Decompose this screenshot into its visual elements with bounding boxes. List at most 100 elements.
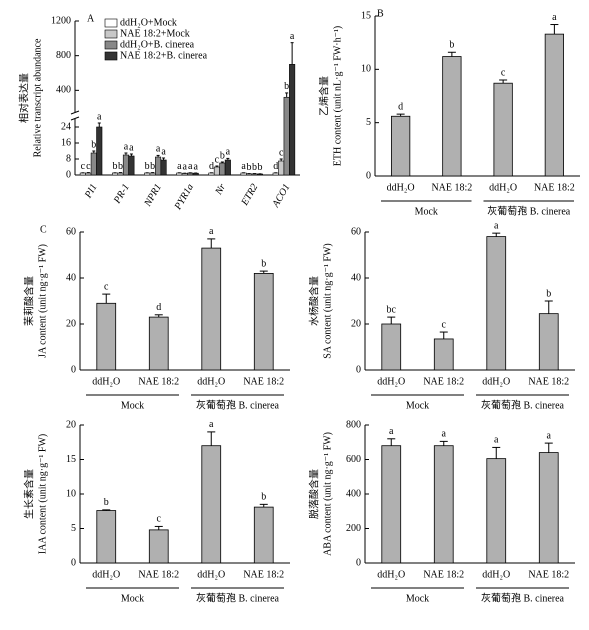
bar xyxy=(253,272,274,371)
panel-label: B xyxy=(377,8,384,19)
bar xyxy=(442,56,462,177)
bar xyxy=(544,33,565,177)
bar xyxy=(224,159,231,176)
significance-label: a xyxy=(290,31,295,42)
legend-label: NAE 18:2+B. cinerea xyxy=(120,50,208,61)
bar xyxy=(278,160,285,176)
x-tick-label: NAE 18:2 xyxy=(528,569,569,580)
significance-label: b xyxy=(252,162,257,173)
significance-label: c xyxy=(86,161,91,172)
significance-label: a xyxy=(442,429,447,440)
y-tick-label: 5 xyxy=(71,523,76,534)
bar xyxy=(486,458,507,564)
significance-label: a xyxy=(193,161,198,172)
x-tick-label: NAE 18:2 xyxy=(431,182,472,193)
significance-label: b xyxy=(247,162,252,173)
significance-label: d xyxy=(398,101,403,112)
y-axis-label: IAA content (unit ng·g⁻¹ FW) xyxy=(37,434,48,554)
y-tick-label: 0 xyxy=(356,364,361,375)
x-tick-label: ddH₂O xyxy=(387,182,415,193)
significance-label: a xyxy=(183,161,188,172)
bar xyxy=(381,323,402,371)
bar xyxy=(213,166,220,176)
significance-label: b xyxy=(261,492,266,503)
x-tick-label: ddH₂O xyxy=(377,569,405,580)
x-tick-label: NAE 18:2 xyxy=(528,376,569,387)
legend-swatch xyxy=(104,40,118,50)
x-tick-label: ddH₂O xyxy=(197,376,225,387)
bar xyxy=(201,247,222,371)
significance-label: a xyxy=(552,12,557,23)
x-tick-label: ddH₂O xyxy=(197,569,225,580)
x-tick-label: NAE 18:2 xyxy=(243,569,284,580)
y-tick-label: 40 xyxy=(66,272,76,283)
significance-label: c xyxy=(279,147,284,158)
y-tick-label: 20 xyxy=(66,318,76,329)
significance-label: b xyxy=(113,161,118,172)
x-tick-label: PR-1 xyxy=(112,182,132,206)
bar xyxy=(538,452,559,564)
y-tick-label: 15 xyxy=(66,454,76,465)
y-tick-label: 60 xyxy=(351,226,361,237)
significance-label: a xyxy=(188,161,193,172)
bar xyxy=(486,236,507,371)
bar xyxy=(117,172,124,176)
y-tick-label: 16 xyxy=(61,137,71,148)
bar xyxy=(90,152,97,176)
bar xyxy=(155,156,162,176)
y-tick-label: 40 xyxy=(351,272,361,283)
significance-label: a xyxy=(209,226,214,237)
y-axis-label-zh: 生长素含量 xyxy=(22,469,35,519)
significance-label: a xyxy=(97,111,102,122)
x-tick-label: ddH₂O xyxy=(92,376,120,387)
significance-label: d xyxy=(156,302,161,313)
group-label: Mock xyxy=(121,400,144,411)
legend-swatch xyxy=(104,18,118,28)
axis-break xyxy=(70,110,80,115)
bar xyxy=(283,96,290,176)
legend-label: NAE 18:2+Mock xyxy=(120,28,190,39)
significance-label: a xyxy=(226,147,231,158)
significance-label: d xyxy=(273,161,278,172)
significance-label: a xyxy=(494,220,499,231)
bar xyxy=(148,316,169,371)
bar xyxy=(128,155,135,176)
y-tick-label: 0 xyxy=(66,169,71,180)
y-tick-label: 10 xyxy=(361,64,371,75)
bar xyxy=(538,313,559,371)
bar xyxy=(122,154,129,176)
significance-label: b xyxy=(261,258,266,269)
significance-label: b xyxy=(118,161,123,172)
y-tick-label: 60 xyxy=(66,226,76,237)
significance-label: c xyxy=(442,319,447,330)
bar xyxy=(253,506,274,564)
significance-label: b xyxy=(91,139,96,150)
panel-label: A xyxy=(87,13,95,24)
significance-label: a xyxy=(156,144,161,155)
axis-break xyxy=(70,116,80,121)
y-tick-label: 800 xyxy=(56,50,71,61)
y-axis-label-zh: 相对表达量 xyxy=(17,73,30,123)
significance-label: a xyxy=(209,419,214,430)
significance-label: b xyxy=(449,40,454,51)
bar xyxy=(160,159,167,176)
y-tick-label: 10 xyxy=(66,488,76,499)
significance-label: c xyxy=(157,514,162,525)
bar xyxy=(96,126,103,176)
x-tick-label: Nr xyxy=(213,182,228,198)
x-tick-label: ddH₂O xyxy=(92,569,120,580)
significance-label: b xyxy=(546,288,551,299)
y-axis-label-zh: 茉莉酸含量 xyxy=(22,276,35,326)
significance-label: a xyxy=(177,161,182,172)
bar xyxy=(96,510,117,564)
x-tick-label: NAE 18:2 xyxy=(138,569,179,580)
panel-label: C xyxy=(40,224,47,235)
legend-swatch xyxy=(104,51,118,61)
y-tick-label: 600 xyxy=(346,454,361,465)
legend-label: ddH₂O+Mock xyxy=(120,17,177,28)
y-axis-label: ETH content (unit nL·g⁻¹ FW·h⁻¹) xyxy=(332,26,343,166)
y-tick-label: 800 xyxy=(346,419,361,430)
y-tick-label: 0 xyxy=(71,364,76,375)
significance-label: c xyxy=(81,161,86,172)
